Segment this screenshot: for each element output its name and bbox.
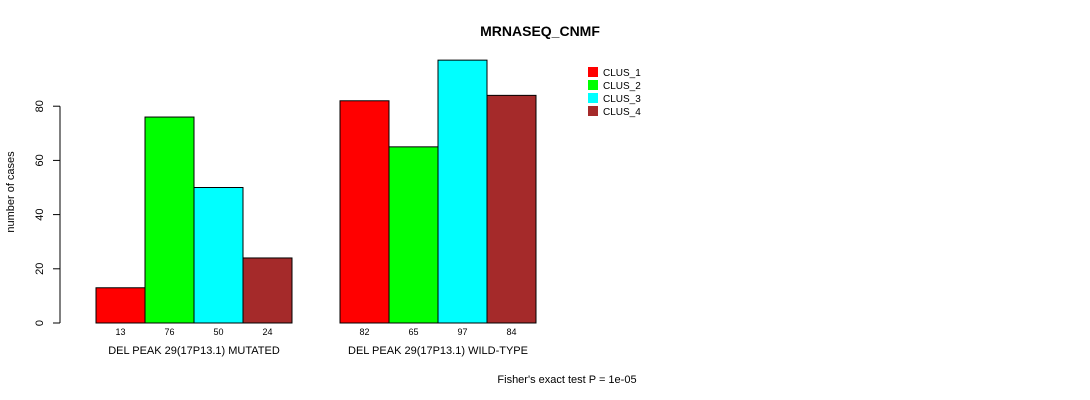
y-tick-label: 20 bbox=[34, 263, 46, 275]
legend-label-clus-3: CLUS_3 bbox=[603, 94, 641, 105]
legend-swatch-clus-1 bbox=[588, 67, 598, 77]
group-labels: DEL PEAK 29(17P13.1) MUTATED DEL PEAK 29(… bbox=[108, 345, 528, 357]
bar-clus-1-group-2 bbox=[339, 100, 390, 324]
legend-swatch-clus-3 bbox=[588, 93, 598, 103]
bar-value-label: 82 bbox=[359, 327, 369, 337]
group-label-2: DEL PEAK 29(17P13.1) WILD-TYPE bbox=[348, 345, 528, 357]
bar-value-label: 97 bbox=[457, 327, 467, 337]
legend-swatch-clus-4 bbox=[588, 106, 598, 116]
bars: 13 76 50 24 82 65 97 84 bbox=[95, 59, 537, 337]
bar-clus-4-group-1 bbox=[242, 257, 293, 324]
chart-title: MRNASEQ_CNMF bbox=[480, 23, 600, 39]
bar-value-label: 24 bbox=[262, 327, 272, 337]
bar-value-label: 50 bbox=[213, 327, 223, 337]
bar-value-label: 84 bbox=[506, 327, 516, 337]
y-tick-label: 0 bbox=[34, 320, 46, 326]
legend-swatch-clus-2 bbox=[588, 80, 598, 90]
bar-value-label: 13 bbox=[115, 327, 125, 337]
bar-clus-3-group-1 bbox=[193, 187, 244, 324]
legend-label-clus-1: CLUS_1 bbox=[603, 68, 641, 79]
bar-clus-4-group-2 bbox=[486, 94, 537, 324]
y-axis: 0 20 40 60 80 bbox=[34, 100, 61, 326]
footnote: Fisher's exact test P = 1e-05 bbox=[497, 374, 636, 386]
bar-clus-3-group-2 bbox=[437, 59, 488, 324]
y-tick-label: 40 bbox=[34, 208, 46, 220]
y-tick-label: 80 bbox=[34, 100, 46, 112]
legend-label-clus-4: CLUS_4 bbox=[603, 107, 641, 118]
y-tick-label: 60 bbox=[34, 154, 46, 166]
bar-value-label: 65 bbox=[408, 327, 418, 337]
bar-clus-2-group-1 bbox=[144, 116, 195, 324]
legend: CLUS_1 CLUS_2 CLUS_3 CLUS_4 bbox=[588, 67, 641, 118]
bar-clus-1-group-1 bbox=[95, 287, 146, 324]
y-axis-label: number of cases bbox=[5, 151, 17, 233]
bar-value-label: 76 bbox=[164, 327, 174, 337]
bar-clus-2-group-2 bbox=[388, 146, 439, 324]
group-label-1: DEL PEAK 29(17P13.1) MUTATED bbox=[108, 345, 280, 357]
legend-label-clus-2: CLUS_2 bbox=[603, 81, 641, 92]
